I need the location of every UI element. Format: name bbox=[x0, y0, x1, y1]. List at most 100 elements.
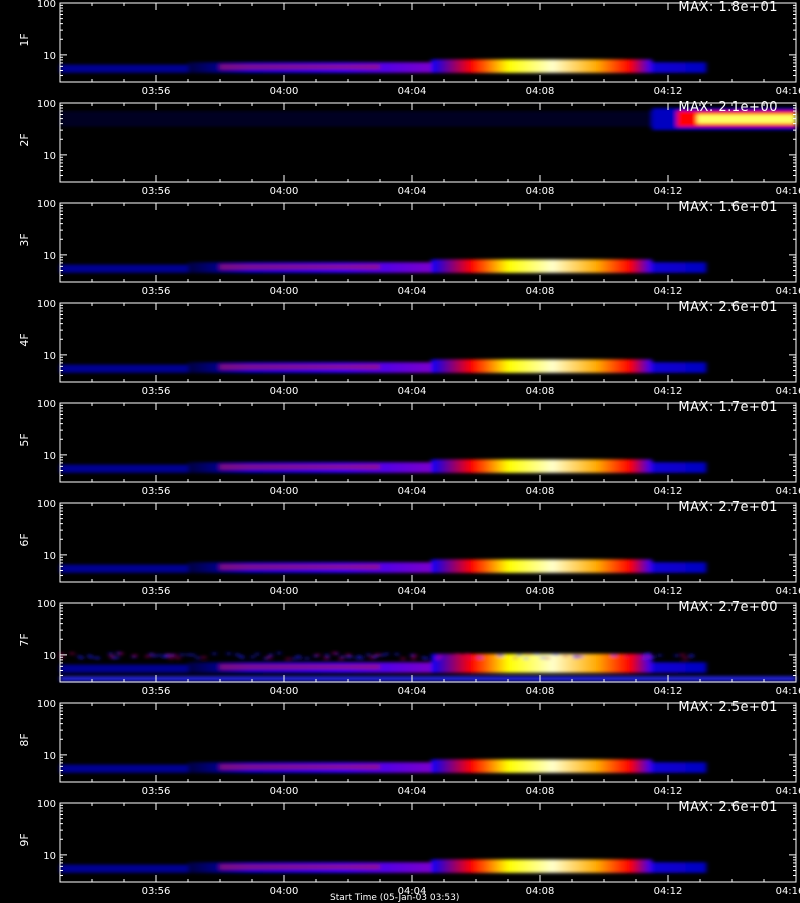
x-tick-label: 04:08 bbox=[526, 486, 555, 497]
panel-plot: 03:56 04:00 04:04 04:08 04:12 04:16 10 100 bbox=[37, 400, 800, 497]
emission-band bbox=[60, 59, 707, 73]
x-tick-label: 04:16 bbox=[776, 586, 800, 597]
x-tick-label: 04:16 bbox=[776, 386, 800, 397]
x-tick-label: 04:12 bbox=[654, 786, 683, 797]
max-value-label: MAX: 2.7e+00 bbox=[678, 600, 778, 615]
y-tick-label: 100 bbox=[37, 600, 56, 610]
x-tick-label: 04:08 bbox=[526, 386, 555, 397]
x-tick-label: 04:00 bbox=[270, 86, 299, 97]
spectrogram-panel-3F: 03:56 04:00 04:04 04:08 04:12 04:16 10 100 3F MAX… bbox=[0, 200, 800, 300]
emission-band bbox=[60, 459, 707, 473]
emission-band bbox=[60, 359, 707, 373]
x-tick-label: 04:04 bbox=[398, 486, 427, 497]
x-tick-label: 03:56 bbox=[142, 586, 171, 597]
y-tick-label: 100 bbox=[37, 100, 56, 110]
x-tick-label: 04:16 bbox=[776, 186, 800, 197]
panel-plot: 03:56 04:00 04:04 04:08 04:12 04:16 10 100 bbox=[37, 800, 800, 897]
panel-label: 9F bbox=[18, 833, 31, 847]
x-tick-label: 03:56 bbox=[142, 86, 171, 97]
max-value-label: MAX: 2.7e+01 bbox=[678, 500, 778, 515]
plot-frame bbox=[59, 402, 797, 483]
y-tick-label: 100 bbox=[37, 0, 56, 10]
x-tick-label: 04:08 bbox=[526, 586, 555, 597]
panel-label: 5F bbox=[18, 433, 31, 447]
spectrogram-panel-8F: 03:56 04:00 04:04 04:08 04:12 04:16 10 100 8F MAX… bbox=[0, 700, 800, 800]
x-tick-label: 04:16 bbox=[776, 286, 800, 297]
spectrogram-panel-7F: 03:56 04:00 04:04 04:08 04:12 04:16 10 100 7F MAX… bbox=[0, 600, 800, 700]
spectrogram-panel-4F: 03:56 04:00 04:04 04:08 04:12 04:16 10 100 4F MAX… bbox=[0, 300, 800, 400]
y-tick-label: 100 bbox=[37, 500, 56, 510]
x-tick-label: 04:04 bbox=[398, 586, 427, 597]
y-tick-label: 10 bbox=[43, 551, 56, 562]
plot-frame bbox=[59, 502, 797, 583]
x-tick-label: 04:12 bbox=[654, 486, 683, 497]
x-tick-label: 04:00 bbox=[270, 586, 299, 597]
x-tick-label: 04:08 bbox=[526, 786, 555, 797]
x-tick-label: 04:04 bbox=[398, 286, 427, 297]
x-tick-label: 04:16 bbox=[776, 686, 800, 697]
x-tick-label: 03:56 bbox=[142, 286, 171, 297]
max-value-label: MAX: 2.6e+01 bbox=[678, 300, 778, 315]
x-tick-label: 04:04 bbox=[398, 186, 427, 197]
x-tick-label: 04:00 bbox=[270, 186, 299, 197]
x-tick-label: 04:00 bbox=[270, 786, 299, 797]
x-tick-label: 03:56 bbox=[142, 186, 171, 197]
panel-plot: 03:56 04:00 04:04 04:08 04:12 04:16 10 100 bbox=[37, 700, 800, 797]
panel-label: 7F bbox=[18, 633, 31, 647]
panel-plot: 03:56 04:00 04:04 04:08 04:12 04:16 10 100 bbox=[37, 500, 800, 597]
plot-frame bbox=[59, 302, 797, 383]
y-tick-label: 100 bbox=[37, 400, 56, 410]
panel-plot: 03:56 04:00 04:04 04:08 04:12 04:16 10 100 bbox=[37, 200, 800, 297]
x-tick-label: 03:56 bbox=[142, 686, 171, 697]
panel-label: 1F bbox=[18, 33, 31, 47]
x-tick-label: 04:16 bbox=[776, 486, 800, 497]
x-tick-label: 04:16 bbox=[776, 786, 800, 797]
x-axis-title: Start Time (05-Jan-03 03:53) bbox=[330, 893, 460, 903]
emission-band bbox=[60, 859, 707, 873]
y-tick-label: 10 bbox=[43, 651, 56, 662]
x-tick-label: 04:00 bbox=[270, 286, 299, 297]
x-tick-label: 04:04 bbox=[398, 86, 427, 97]
panel-label: 4F bbox=[18, 333, 31, 347]
y-tick-label: 100 bbox=[37, 200, 56, 210]
y-tick-label: 100 bbox=[37, 300, 56, 310]
emission-band bbox=[60, 559, 707, 573]
max-value-label: MAX: 1.6e+01 bbox=[678, 200, 778, 215]
x-tick-label: 04:12 bbox=[654, 186, 683, 197]
panel-label: 2F bbox=[18, 133, 31, 147]
emission-band bbox=[60, 759, 707, 773]
y-tick-label: 100 bbox=[37, 800, 56, 810]
plot-frame bbox=[59, 602, 797, 683]
plot-frame bbox=[59, 702, 797, 783]
y-tick-label: 10 bbox=[43, 751, 56, 762]
emission-band bbox=[60, 259, 707, 273]
x-tick-label: 04:08 bbox=[526, 186, 555, 197]
x-tick-label: 03:56 bbox=[142, 386, 171, 397]
x-tick-label: 04:12 bbox=[654, 586, 683, 597]
x-tick-label: 04:12 bbox=[654, 886, 683, 897]
x-tick-label: 04:12 bbox=[654, 86, 683, 97]
y-tick-label: 100 bbox=[37, 700, 56, 710]
max-value-label: MAX: 2.6e+01 bbox=[678, 800, 778, 815]
x-tick-label: 04:08 bbox=[526, 286, 555, 297]
x-tick-label: 04:08 bbox=[526, 886, 555, 897]
emission-band bbox=[60, 108, 796, 131]
panel-label: 6F bbox=[18, 533, 31, 547]
x-tick-label: 04:00 bbox=[270, 686, 299, 697]
x-tick-label: 04:00 bbox=[270, 886, 299, 897]
x-tick-label: 04:12 bbox=[654, 286, 683, 297]
panel-plot: 03:56 04:00 04:04 04:08 04:12 04:16 10 100 bbox=[37, 100, 800, 197]
x-tick-label: 03:56 bbox=[142, 886, 171, 897]
x-tick-label: 04:16 bbox=[776, 886, 800, 897]
x-tick-label: 04:12 bbox=[654, 686, 683, 697]
y-tick-label: 10 bbox=[43, 451, 56, 462]
panel-plot: 03:56 04:00 04:04 04:08 04:12 04:16 10 100 bbox=[37, 300, 800, 397]
x-tick-label: 04:00 bbox=[270, 486, 299, 497]
spectrogram-panel-2F: 03:56 04:00 04:04 04:08 04:12 04:16 10 100 2F MAX… bbox=[0, 100, 800, 200]
x-tick-label: 04:04 bbox=[398, 886, 427, 897]
x-tick-label: 04:12 bbox=[654, 386, 683, 397]
panel-plot: 03:56 04:00 04:04 04:08 04:12 04:16 10 100 bbox=[37, 0, 800, 97]
x-tick-label: 04:08 bbox=[526, 86, 555, 97]
y-tick-label: 10 bbox=[43, 351, 56, 362]
